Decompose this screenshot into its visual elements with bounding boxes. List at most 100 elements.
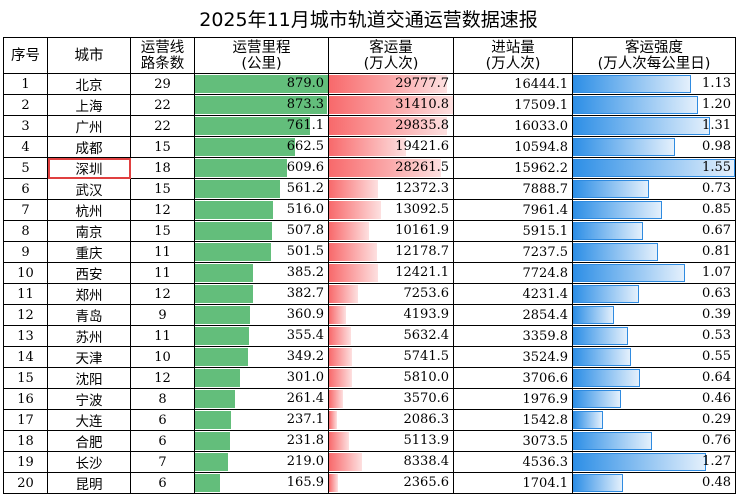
table-row: 19 长沙 7 219.0 8338.4 4536.3 1.27 [3, 451, 736, 473]
cell-intensity: 0.64 [572, 367, 736, 389]
cell-rank: 15 [3, 367, 48, 389]
intensity-bar [573, 432, 653, 450]
cell-entries: 7237.5 [453, 241, 573, 263]
cell-mileage: 609.6 [194, 157, 329, 179]
cell-mileage: 165.9 [194, 472, 329, 494]
ridership-value: 28261.5 [395, 160, 449, 175]
cell-ridership: 7253.6 [328, 283, 454, 305]
cell-rank: 7 [3, 199, 48, 221]
mileage-bar [195, 306, 250, 324]
cell-rank: 5 [3, 157, 48, 179]
header-entries: 进站量 (万人次) [453, 37, 573, 74]
mileage-bar [195, 138, 296, 156]
cell-entries: 3359.8 [453, 325, 573, 347]
mileage-bar [195, 96, 328, 114]
intensity-bar [573, 159, 735, 177]
mileage-bar [195, 369, 241, 387]
cell-lines: 7 [130, 451, 195, 473]
cell-city: 大连 [47, 409, 131, 431]
mileage-value: 349.2 [286, 349, 324, 364]
ridership-value: 5632.4 [403, 328, 450, 343]
intensity-bar [573, 306, 614, 324]
ridership-value: 10161.9 [395, 223, 449, 238]
cell-entries: 3706.6 [453, 367, 573, 389]
cell-ridership: 5632.4 [328, 325, 454, 347]
intensity-bar [573, 138, 676, 156]
cell-city: 天津 [47, 346, 131, 368]
mileage-bar [195, 327, 249, 345]
cell-entries: 15962.2 [453, 157, 573, 179]
table-row: 15 沈阳 12 301.0 5810.0 3706.6 0.64 [3, 367, 736, 389]
cell-ridership: 12178.7 [328, 241, 454, 263]
intensity-bar [573, 411, 604, 429]
header-intensity: 客运强度 (万人次每公里日) [572, 37, 736, 74]
table-row: 11 郑州 12 382.7 7253.6 4231.4 0.63 [3, 283, 736, 305]
ridership-bar [329, 327, 352, 345]
intensity-value: 1.13 [702, 76, 731, 91]
intensity-value: 0.55 [702, 349, 731, 364]
mileage-value: 761.1 [286, 118, 324, 133]
cell-city: 西安 [47, 262, 131, 284]
header-rank: 序号 [3, 37, 48, 74]
cell-lines: 11 [130, 262, 195, 284]
cell-city: 合肥 [47, 430, 131, 452]
mileage-bar [195, 117, 311, 135]
intensity-bar [573, 96, 699, 114]
mileage-value: 609.6 [286, 160, 324, 175]
cell-ridership: 4193.9 [328, 304, 454, 326]
cell-entries: 7724.8 [453, 262, 573, 284]
mileage-value: 382.7 [286, 286, 324, 301]
cell-intensity: 0.53 [572, 325, 736, 347]
ridership-bar [329, 474, 339, 492]
table-title: 2025年11月城市轨道交通运营数据速报 [199, 9, 538, 31]
ridership-bar [329, 138, 406, 156]
cell-lines: 15 [130, 136, 195, 158]
cell-mileage: 501.5 [194, 241, 329, 263]
intensity-value: 0.29 [702, 412, 731, 427]
cell-city: 沈阳 [47, 367, 131, 389]
cell-lines: 8 [130, 388, 195, 410]
intensity-bar [573, 348, 631, 366]
cell-ridership: 8338.4 [328, 451, 454, 473]
header-ridership: 客运量 (万人次) [328, 37, 454, 74]
cell-mileage: 261.4 [194, 388, 329, 410]
cell-ridership: 2086.3 [328, 409, 454, 431]
ridership-value: 5810.0 [403, 370, 450, 385]
intensity-value: 0.48 [702, 475, 731, 490]
cell-ridership: 31410.8 [328, 94, 454, 116]
cell-intensity: 1.27 [572, 451, 736, 473]
cell-mileage: 382.7 [194, 283, 329, 305]
ridership-bar [329, 432, 350, 450]
intensity-value: 1.55 [702, 160, 731, 175]
intensity-bar [573, 369, 640, 387]
cell-lines: 12 [130, 367, 195, 389]
ridership-bar [329, 390, 344, 408]
cell-lines: 18 [130, 157, 195, 179]
table-row: 5 深圳 18 609.6 28261.5 15962.2 1.55 [3, 157, 736, 179]
cell-city: 昆明 [47, 472, 131, 494]
ridership-bar [329, 348, 352, 366]
cell-intensity: 0.76 [572, 430, 736, 452]
intensity-bar [573, 180, 650, 198]
cell-rank: 3 [3, 115, 48, 137]
cell-intensity: 0.39 [572, 304, 736, 326]
cell-rank: 18 [3, 430, 48, 452]
cell-entries: 7961.4 [453, 199, 573, 221]
cell-entries: 3524.9 [453, 346, 573, 368]
cell-lines: 10 [130, 346, 195, 368]
cell-intensity: 0.48 [572, 472, 736, 494]
cell-rank: 20 [3, 472, 48, 494]
cell-city: 郑州 [47, 283, 131, 305]
intensity-value: 1.20 [702, 97, 731, 112]
cell-mileage: 873.3 [194, 94, 329, 116]
cell-entries: 1542.8 [453, 409, 573, 431]
mileage-value: 501.5 [286, 244, 324, 259]
cell-mileage: 662.5 [194, 136, 329, 158]
intensity-value: 0.63 [702, 286, 731, 301]
mileage-value: 360.9 [286, 307, 324, 322]
ridership-value: 31410.8 [395, 97, 449, 112]
cell-rank: 10 [3, 262, 48, 284]
mileage-value: 561.2 [286, 181, 324, 196]
cell-lines: 22 [130, 115, 195, 137]
ridership-bar [329, 222, 370, 240]
